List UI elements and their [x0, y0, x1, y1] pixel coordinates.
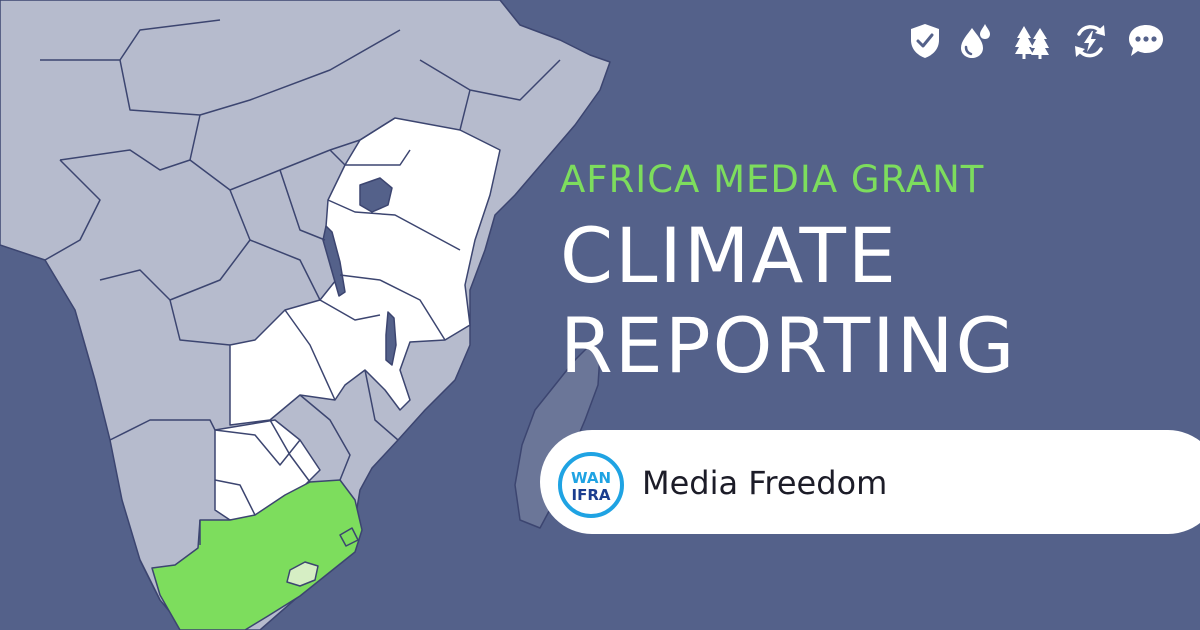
renewable-energy-icon [1075, 25, 1105, 58]
south-africa [151, 479, 363, 630]
headline-title-line-1: CLIMATE [560, 211, 898, 300]
madagascar [514, 344, 601, 529]
trees-icon [1015, 26, 1049, 59]
lake-malawi [385, 311, 397, 366]
svg-text:IFRA: IFRA [572, 486, 611, 504]
land-shapes [0, 0, 611, 630]
section-label: Media Freedom [642, 464, 888, 502]
country-borders [40, 19, 561, 601]
wan-ifra-logo: WAN IFRA [558, 452, 624, 518]
chat-bubble-icon [1129, 25, 1163, 56]
section-pill [540, 430, 1200, 534]
shield-check-icon [911, 24, 939, 58]
headline-title-line-2: REPORTING [560, 301, 1017, 390]
lesotho [286, 561, 319, 587]
headline-kicker: AFRICA MEDIA GRANT [560, 158, 985, 201]
headline: AFRICA MEDIA GRANT CLIMATE REPORTING [560, 155, 1180, 405]
lake-victoria [359, 177, 393, 213]
topic-icons [900, 20, 1170, 62]
lake-tanganyika [322, 225, 346, 297]
svg-text:WAN: WAN [571, 469, 611, 487]
water-drops-icon [961, 24, 990, 58]
